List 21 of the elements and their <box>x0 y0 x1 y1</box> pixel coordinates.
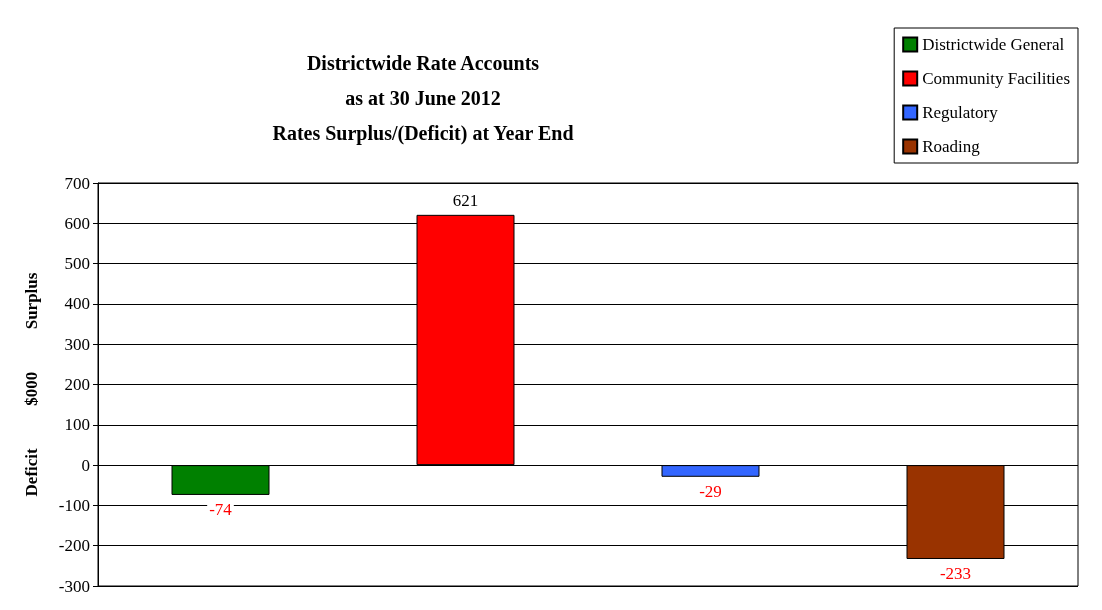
chart-title: Districtwide Rate Accounts as at 30 June 2012 Rates Surplus/(Deficit) at Year End <box>272 51 574 145</box>
y-axis-title: Deficit $000 Surplus <box>22 272 41 497</box>
y-tick-label: 700 <box>64 173 90 193</box>
data-label: -29 <box>699 481 722 501</box>
data-label: -74 <box>209 499 233 519</box>
data-label: 621 <box>452 190 479 210</box>
data-label: -233 <box>939 564 972 583</box>
y-tick-label: 300 <box>64 334 90 354</box>
y-tick-label: -100 <box>58 495 90 515</box>
y-tick-label: -200 <box>58 536 90 556</box>
y-tick-label: 0 <box>81 455 90 475</box>
y-tick-label: -300 <box>58 576 90 596</box>
y-tick-label: 400 <box>64 294 90 314</box>
y-tick-label: 600 <box>64 213 90 233</box>
legend-label: Roading <box>922 137 981 156</box>
legend-label: Regulatory <box>922 103 999 122</box>
legend-label: Districtwide General <box>922 35 1065 54</box>
legend-label: Community Facilities <box>922 69 1071 88</box>
y-tick-label: 500 <box>64 254 90 274</box>
y-tick-label: 100 <box>64 415 90 435</box>
y-tick-label: 200 <box>64 375 90 394</box>
